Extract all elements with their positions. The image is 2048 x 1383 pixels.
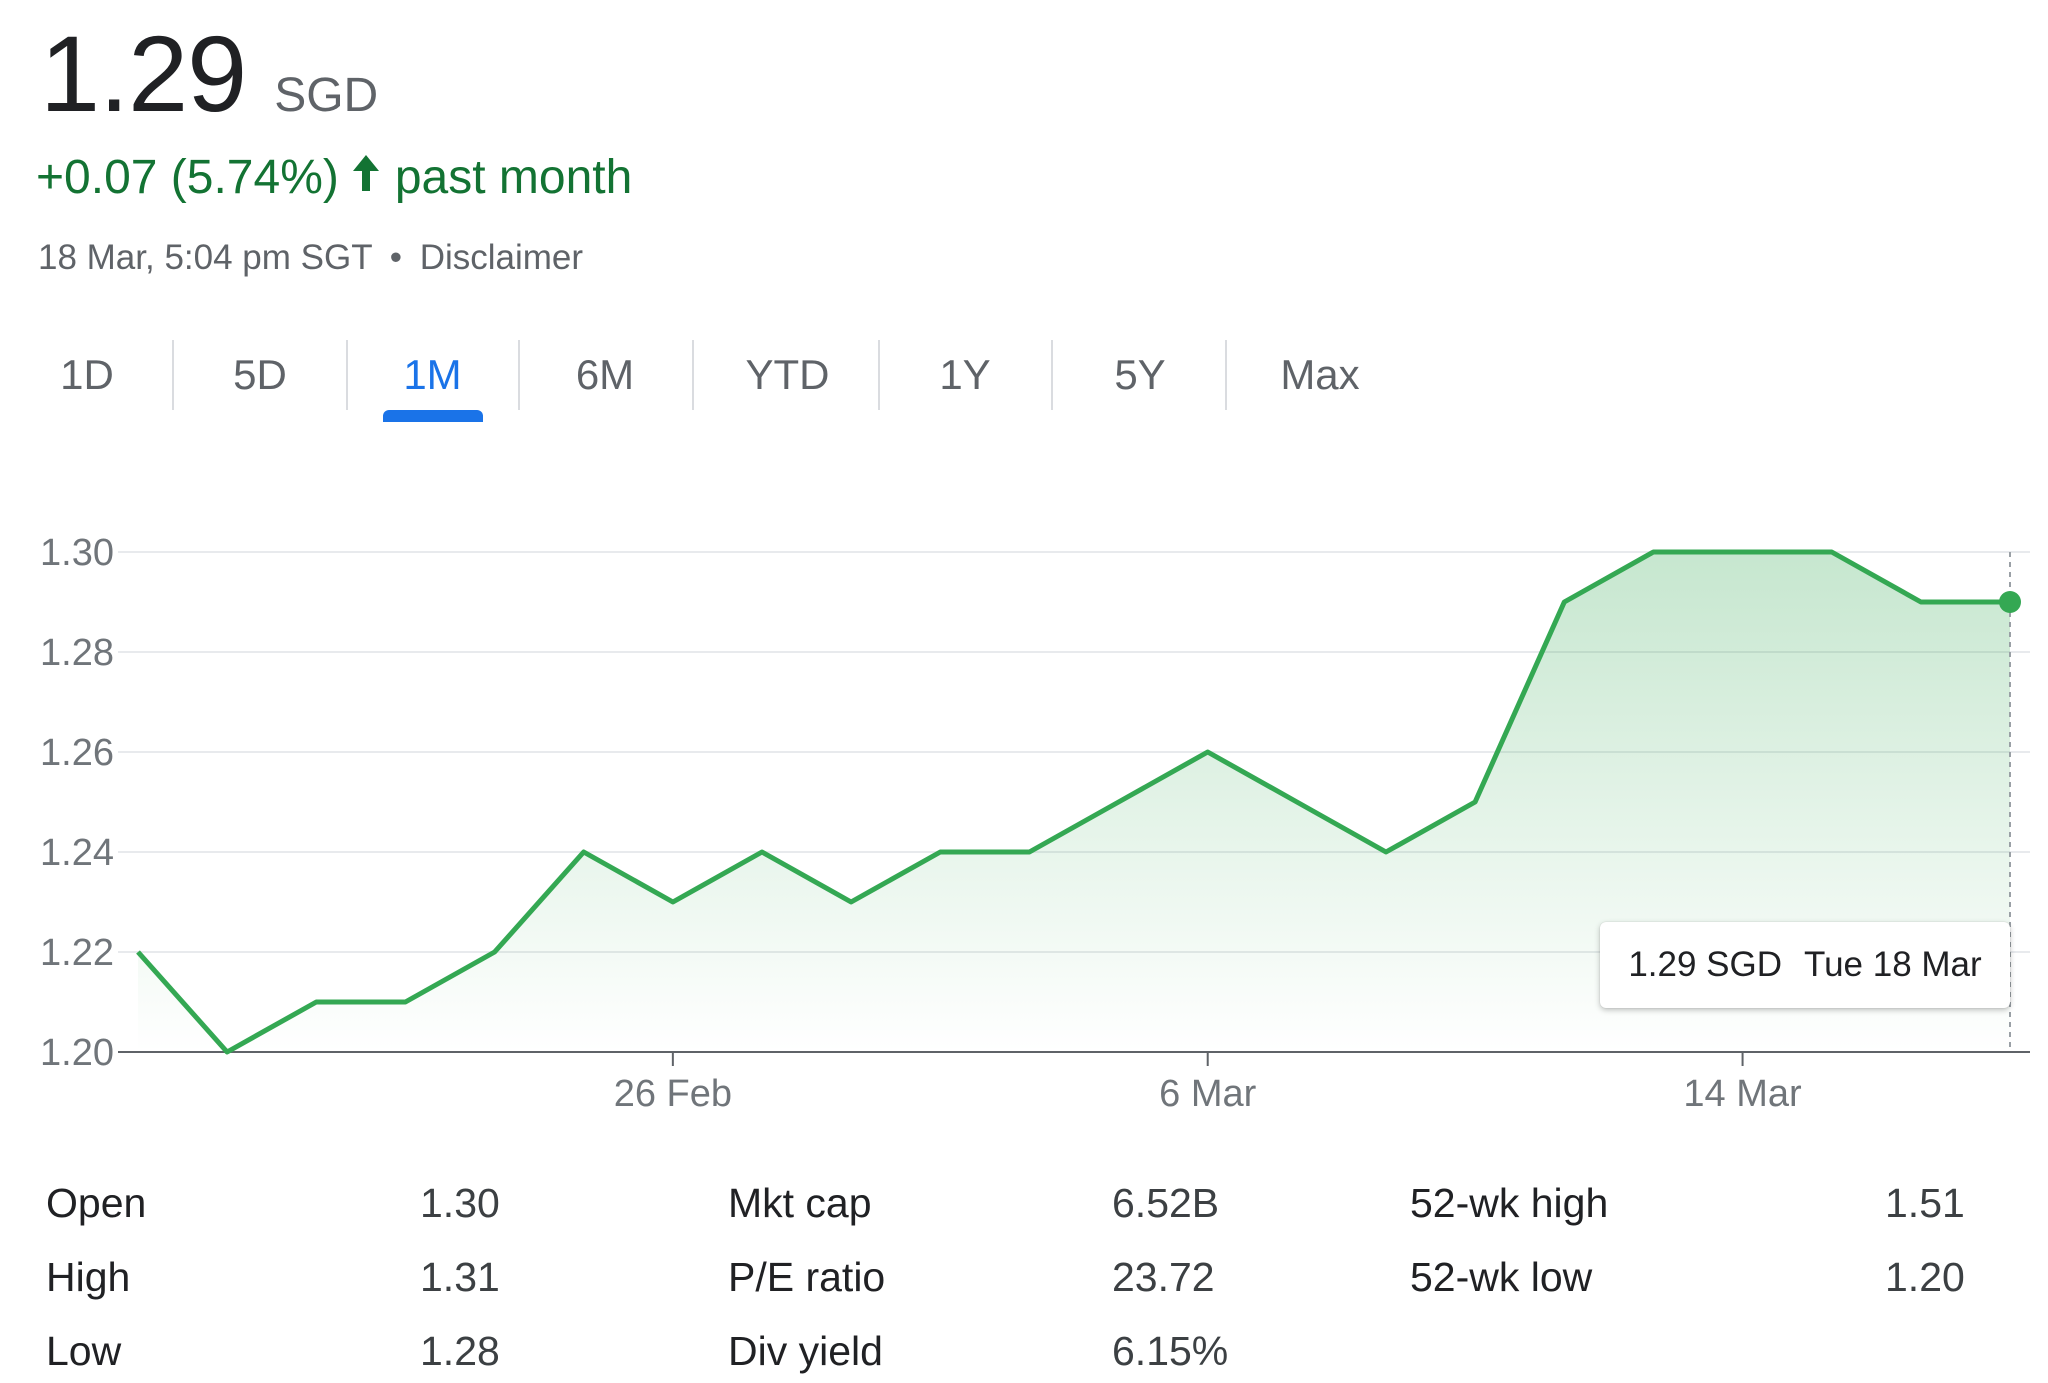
tab-divider — [346, 340, 348, 410]
tab-divider — [1225, 340, 1227, 410]
x-tick-label: 14 Mar — [1683, 1073, 1802, 1115]
tab-max[interactable]: Max — [1260, 340, 1380, 440]
tab-label: 5D — [233, 351, 287, 398]
tab-6m[interactable]: 6M — [550, 340, 660, 440]
meta-separator: • — [389, 238, 402, 277]
stat-value-pe-ratio: 23.72 — [1112, 1254, 1215, 1300]
stat-value-52wk-high: 1.51 — [1885, 1180, 1965, 1226]
stat-value-high: 1.31 — [420, 1254, 500, 1300]
stat-value-mkt-cap: 6.52B — [1112, 1180, 1220, 1226]
tab-5d[interactable]: 5D — [205, 340, 315, 440]
y-tick-label: 1.20 — [40, 1032, 114, 1074]
stat-label-mkt-cap: Mkt cap — [728, 1180, 872, 1226]
y-tick-label: 1.24 — [40, 832, 114, 874]
stat-label-52wk-high: 52-wk high — [1410, 1180, 1609, 1226]
stat-value-52wk-low: 1.20 — [1885, 1254, 1965, 1300]
y-axis-ticks: 1.30 1.28 1.26 1.24 1.22 1.20 — [40, 532, 114, 1074]
tab-divider — [518, 340, 520, 410]
stat-label-high: High — [46, 1254, 131, 1300]
y-tick-label: 1.26 — [40, 732, 114, 774]
tab-divider — [878, 340, 880, 410]
price-header: 1.29 SGD — [40, 20, 378, 128]
tab-label: 5Y — [1114, 351, 1166, 398]
tooltip-value: 1.29 SGD — [1628, 945, 1783, 984]
tooltip-date: Tue 18 Mar — [1804, 945, 1982, 984]
currency-label: SGD — [274, 69, 379, 122]
price-line — [136, 549, 2010, 1055]
price-area-fill — [138, 552, 2010, 1052]
tab-label: Max — [1280, 351, 1360, 398]
current-price: 1.29 — [40, 13, 247, 134]
stat-value-div-yield: 6.15% — [1112, 1328, 1229, 1374]
disclaimer-link[interactable]: Disclaimer — [419, 238, 584, 277]
y-tick-label: 1.28 — [40, 632, 114, 674]
tab-label: 1M — [403, 351, 462, 398]
stat-label-low: Low — [46, 1328, 122, 1374]
tab-divider — [172, 340, 174, 410]
tab-label: 1D — [60, 351, 114, 398]
price-change: +0.07 (5.74%) past month — [36, 150, 632, 205]
y-tick-label: 1.22 — [40, 932, 114, 974]
quote-timestamp: 18 Mar, 5:04 pm SGT — [38, 238, 372, 277]
change-period: past month — [394, 151, 633, 204]
tab-1m[interactable]: 1M — [375, 340, 490, 440]
current-point-marker — [1999, 591, 2021, 613]
tab-5y[interactable]: 5Y — [1085, 340, 1195, 440]
x-axis-ticks: 26 Feb 6 Mar 14 Mar — [614, 1052, 1802, 1115]
tab-divider — [1051, 340, 1053, 410]
tab-1y[interactable]: 1Y — [910, 340, 1020, 440]
tab-label: YTD — [745, 351, 830, 398]
stat-value-low: 1.28 — [420, 1328, 500, 1374]
stat-label-div-yield: Div yield — [728, 1328, 883, 1374]
stat-value-open: 1.30 — [420, 1180, 500, 1226]
range-tabs: 1D 5D 1M 6M YTD 1Y 5Y Max — [0, 340, 1420, 440]
quote-meta: 18 Mar, 5:04 pm SGT • Disclaimer — [38, 238, 583, 278]
chart-tooltip: 1.29 SGD Tue 18 Mar — [1600, 922, 2010, 1008]
x-tick-label: 6 Mar — [1159, 1073, 1256, 1115]
arrow-up-icon — [351, 150, 381, 205]
stat-label-open: Open — [46, 1180, 147, 1226]
stat-label-pe-ratio: P/E ratio — [728, 1254, 886, 1300]
tab-label: 1Y — [939, 351, 991, 398]
tab-divider — [692, 340, 694, 410]
y-tick-label: 1.30 — [40, 532, 114, 574]
active-tab-indicator — [382, 410, 483, 422]
tab-1d[interactable]: 1D — [32, 340, 142, 440]
x-tick-label: 26 Feb — [614, 1073, 732, 1115]
tab-ytd[interactable]: YTD — [725, 340, 850, 440]
price-chart[interactable]: 1.30 1.28 1.26 1.24 1.22 1.20 26 Feb 6 Mar 14 M… — [0, 520, 2048, 1140]
change-value: +0.07 (5.74%) — [36, 151, 339, 204]
stat-label-52wk-low: 52-wk low — [1410, 1254, 1593, 1300]
tab-label: 6M — [575, 351, 635, 398]
